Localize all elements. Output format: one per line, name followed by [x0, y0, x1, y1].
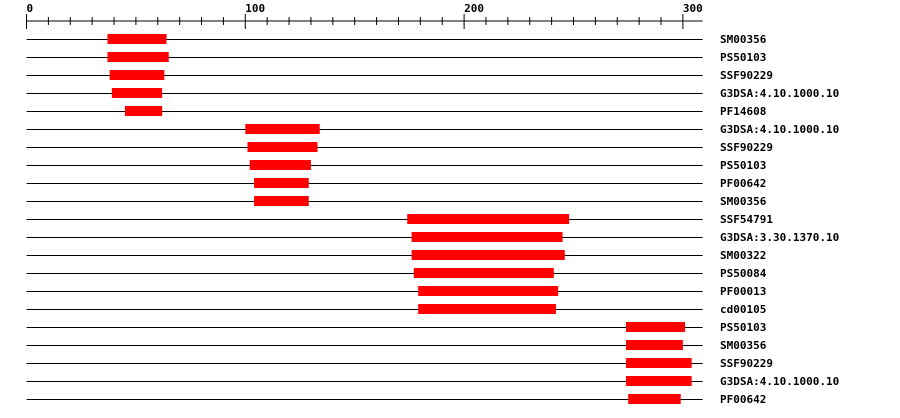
- domain-bar: [254, 178, 309, 188]
- track-label: SSF90229: [720, 357, 773, 370]
- domain-bar: [245, 124, 320, 134]
- track-label: cd00105: [720, 303, 766, 316]
- domain-bar: [107, 52, 169, 62]
- domain-bar: [411, 250, 565, 260]
- domain-bar: [626, 376, 692, 386]
- track-label: SSF54791: [720, 213, 773, 226]
- domain-bar: [249, 160, 311, 170]
- domain-bar: [626, 358, 692, 368]
- domain-bar: [407, 214, 570, 224]
- track-label: SM00356: [720, 195, 767, 208]
- track-label: G3DSA:4.10.1000.10: [720, 87, 839, 100]
- axis-tick-label: 100: [245, 2, 265, 15]
- axis-tick-label: 200: [464, 2, 484, 15]
- domain-bar: [254, 196, 309, 206]
- track-label: G3DSA:3.30.1370.10: [720, 231, 839, 244]
- domain-bar: [418, 286, 559, 296]
- track-label: PS50103: [720, 159, 766, 172]
- domain-bar: [413, 268, 554, 278]
- track-label: PF00642: [720, 393, 766, 406]
- domain-bar: [418, 304, 556, 314]
- domain-bar: [124, 106, 163, 116]
- track-label: PF00642: [720, 177, 766, 190]
- track-label: PS50103: [720, 51, 766, 64]
- track-label: SSF90229: [720, 69, 773, 82]
- track-label: PS50103: [720, 321, 766, 334]
- track-label: SM00356: [720, 33, 767, 46]
- axis-tick-label: 300: [683, 2, 703, 15]
- track-label: G3DSA:4.10.1000.10: [720, 375, 839, 388]
- track-label: G3DSA:4.10.1000.10: [720, 123, 839, 136]
- domain-bar: [109, 70, 165, 80]
- domain-bar: [626, 340, 683, 350]
- axis-tick-label: 0: [27, 2, 34, 15]
- domain-bar: [247, 142, 318, 152]
- track-label: PS50084: [720, 267, 767, 280]
- domain-bar: [628, 394, 681, 404]
- track-label: SM00356: [720, 339, 767, 352]
- track-label: PF14608: [720, 105, 766, 118]
- domain-bar: [411, 232, 563, 242]
- track-label: SSF90229: [720, 141, 773, 154]
- domain-bar: [626, 322, 686, 332]
- track-label: PF00013: [720, 285, 766, 298]
- domain-bar: [111, 88, 163, 98]
- track-label: SM00322: [720, 249, 766, 262]
- domain-bar: [107, 34, 167, 44]
